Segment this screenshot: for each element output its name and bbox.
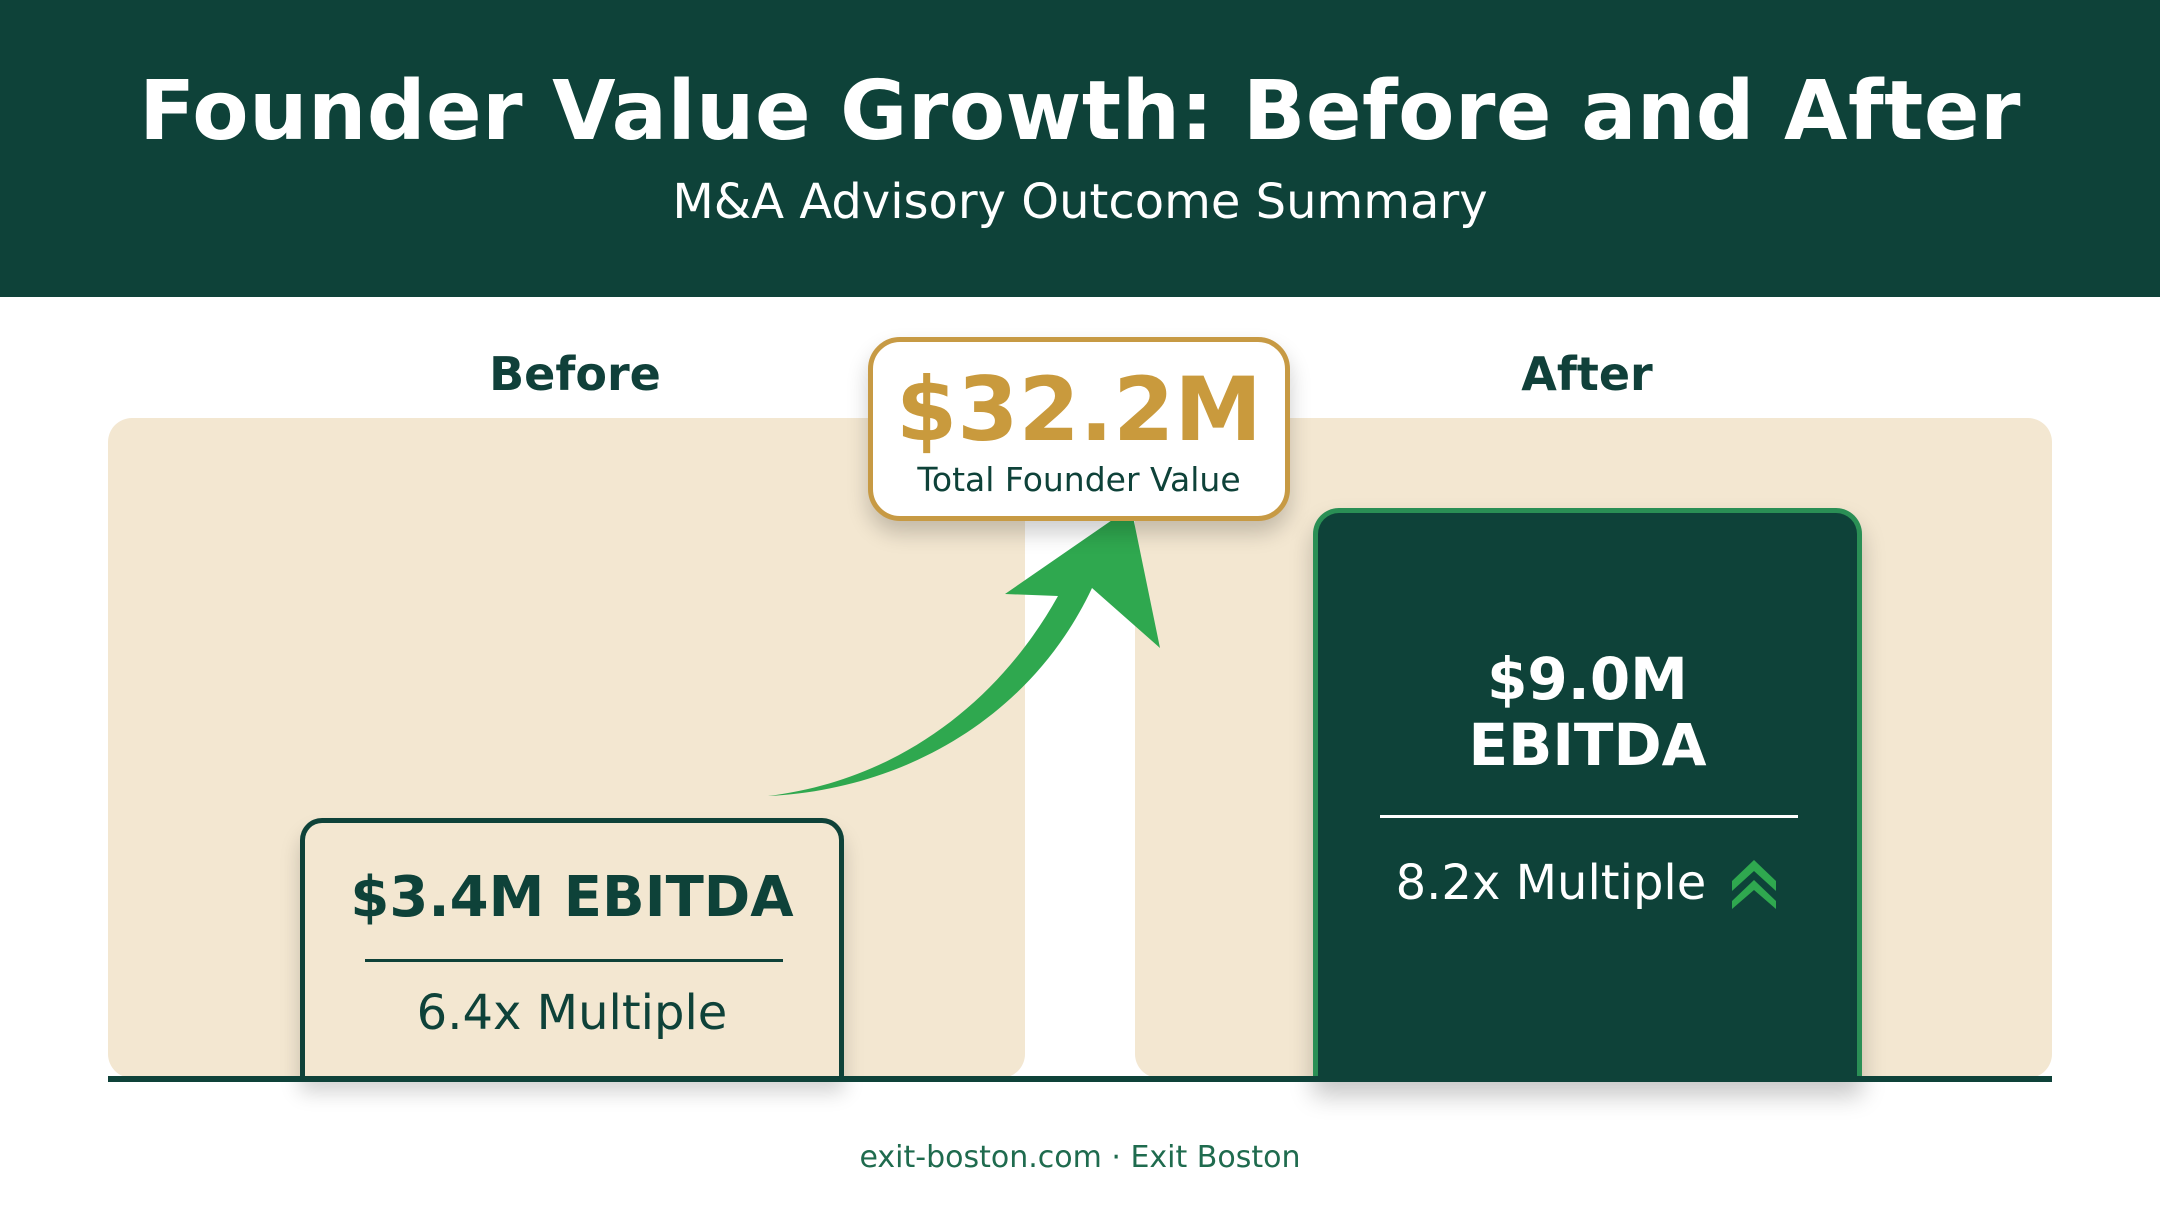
after-ebitda-label: EBITDA	[1468, 711, 1707, 779]
before-divider	[365, 959, 783, 962]
total-value-callout: $32.2M Total Founder Value	[868, 337, 1290, 521]
header-banner: Founder Value Growth: Before and After M…	[0, 0, 2160, 297]
after-column-label: After	[1521, 347, 1653, 401]
double-chevron-up-icon	[1732, 860, 1777, 909]
before-ebitda-text: $3.4M EBITDA	[350, 865, 794, 930]
page-subtitle: M&A Advisory Outcome Summary	[672, 174, 1488, 230]
after-ebitda-value: $9.0M	[1487, 645, 1688, 713]
total-value-label: Total Founder Value	[917, 460, 1241, 499]
footer-credit: exit-boston.com · Exit Boston	[859, 1140, 1301, 1175]
after-metric-box: $9.0M EBITDA 8.2x Multiple	[1313, 508, 1862, 1082]
before-column-label: Before	[489, 347, 661, 401]
after-multiple-row: 8.2x Multiple	[1318, 851, 1857, 915]
chart-baseline	[108, 1076, 2052, 1082]
before-multiple-text: 6.4x Multiple	[416, 985, 728, 1041]
after-divider	[1380, 815, 1798, 818]
after-multiple-text: 8.2x Multiple	[1395, 855, 1707, 911]
page-title: Founder Value Growth: Before and After	[139, 64, 2021, 159]
before-metric-box: $3.4M EBITDA 6.4x Multiple	[300, 818, 844, 1078]
total-value-amount: $32.2M	[896, 358, 1262, 461]
